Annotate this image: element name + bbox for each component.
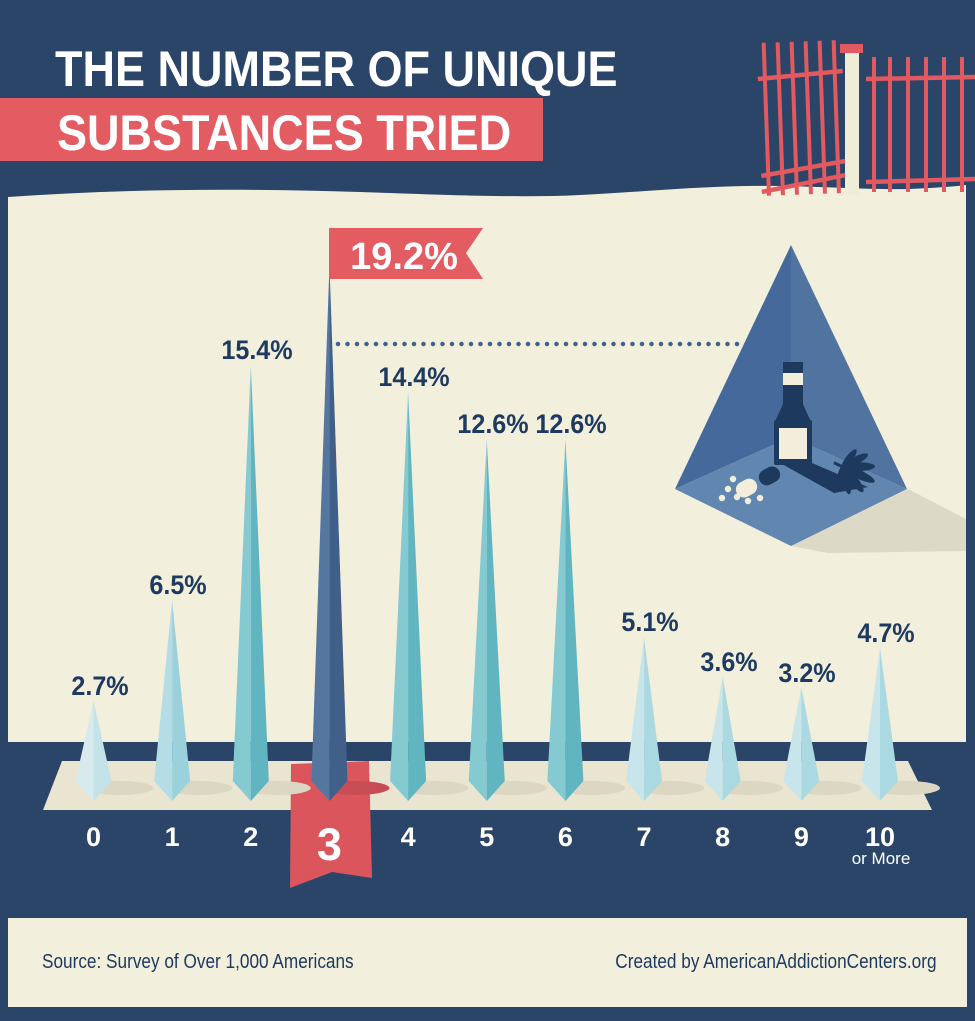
spike-right-face [565, 439, 584, 801]
axis-label: 4 [400, 822, 416, 852]
axis-label: 5 [479, 822, 495, 852]
title-banner: SUBSTANCES TRIED [0, 98, 543, 161]
axis-label: 10 [864, 822, 896, 852]
spike-left-face [154, 600, 173, 801]
spike-right-face [250, 365, 269, 801]
percent-label: 12.6% [457, 409, 529, 440]
axis-label: 7 [636, 822, 652, 852]
percent-label: 2.7% [70, 670, 129, 701]
spike-left-face [390, 391, 409, 801]
percent-label: 5.1% [621, 607, 679, 638]
pyramid-right-face [791, 245, 907, 489]
spike-left-face [468, 439, 487, 801]
spike-right-face [172, 600, 191, 801]
percent-label: 3.6% [700, 646, 758, 677]
spike-right-face [722, 676, 741, 801]
percent-label: 15.4% [221, 335, 293, 366]
percent-label: 12.6% [535, 409, 607, 440]
page-title-line2: SUBSTANCES TRIED [57, 105, 512, 161]
axis-label-suffix: or More [851, 849, 911, 868]
bars [75, 265, 940, 801]
spike-right-face [408, 391, 427, 801]
axis-label: 9 [793, 822, 809, 852]
highlight-flag-label: 19.2% [350, 236, 458, 278]
axis-label: 2 [243, 822, 259, 852]
pyramid-left-face [675, 245, 791, 489]
spike-left-face [783, 687, 802, 801]
spike-left-face [232, 365, 251, 801]
axis-label: 6 [557, 822, 573, 852]
percent-label: 6.5% [149, 570, 207, 601]
axis-label: 1 [164, 822, 180, 852]
pill-capsule-icon [735, 466, 781, 498]
percent-label: 3.2% [778, 657, 836, 688]
axis-label: 8 [715, 822, 731, 852]
illustration-ground-shadow [791, 489, 966, 553]
spike-right-face [93, 700, 112, 801]
spike-left-face [311, 265, 330, 801]
spike-right-face [486, 439, 505, 801]
axis-label: 0 [85, 822, 102, 852]
fence-post [845, 52, 859, 195]
spike-left-face [862, 647, 880, 801]
cannabis-leaf-icon [833, 449, 875, 495]
spike-right-face [801, 687, 820, 801]
spike-left-face [626, 637, 645, 801]
percent-label: 14.4% [378, 361, 450, 392]
fence-icon [757, 40, 975, 196]
percent-label: 4.7% [857, 617, 915, 648]
highlight-flag [329, 228, 483, 279]
pill-dots-icon [718, 475, 764, 505]
page-title-line1: THE NUMBER OF UNIQUE [55, 41, 618, 97]
spike-right-face [644, 637, 663, 801]
source-note: Source: Survey of Over 1,000 Americans [42, 951, 354, 973]
spike-right-face [880, 647, 898, 801]
footer-panel: Source: Survey of Over 1,000 Americans C… [8, 918, 967, 1007]
spike-left-face [75, 700, 94, 801]
credit-note: Created by AmericanAddictionCenters.org [615, 951, 937, 973]
spike-left-face [704, 676, 723, 801]
spike-right-face [329, 265, 348, 801]
axis-label-highlight: 3 [316, 819, 342, 870]
spike-left-face [547, 439, 566, 801]
spotlight-pyramid-icon [675, 245, 966, 553]
